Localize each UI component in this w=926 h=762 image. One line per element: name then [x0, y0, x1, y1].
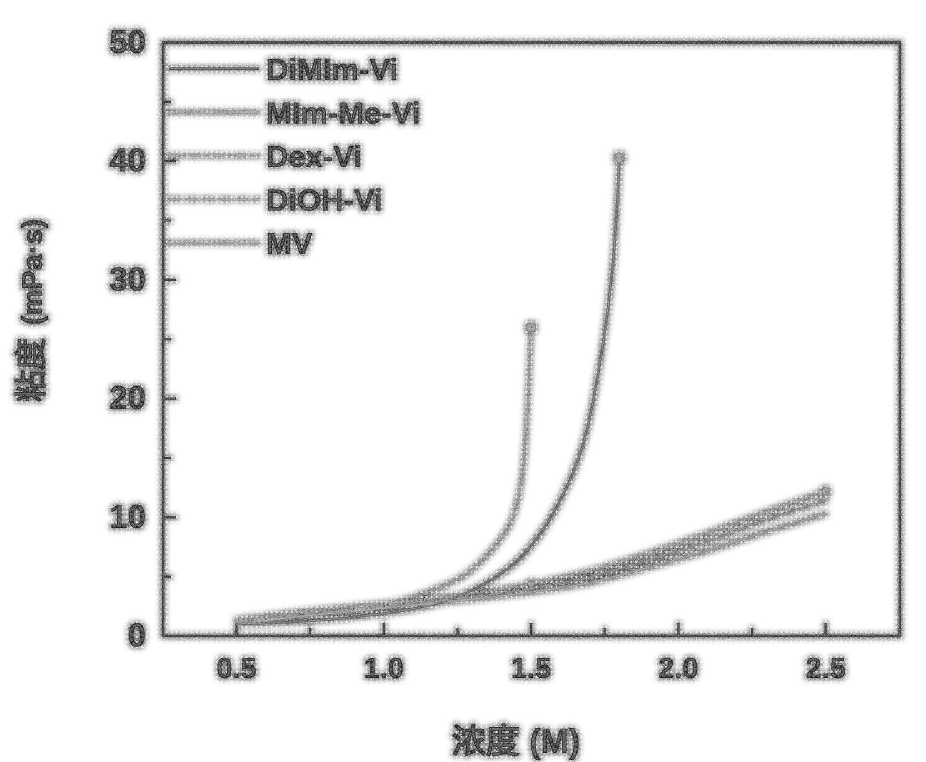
- svg-text:2.0: 2.0: [658, 653, 698, 685]
- svg-text:1.5: 1.5: [511, 653, 551, 685]
- svg-text:20: 20: [109, 379, 146, 416]
- svg-text:0: 0: [128, 617, 146, 654]
- svg-text:30: 30: [109, 260, 146, 297]
- svg-text:MV: MV: [266, 226, 313, 261]
- svg-text:MIm-Me-Vi: MIm-Me-Vi: [266, 96, 420, 131]
- svg-text:10: 10: [109, 498, 146, 535]
- svg-text:1.0: 1.0: [364, 653, 404, 685]
- svg-text:50: 50: [109, 23, 146, 60]
- svg-text:Dex-Vi: Dex-Vi: [266, 139, 362, 174]
- svg-text:2.5: 2.5: [806, 653, 846, 685]
- svg-text:浓度 (M): 浓度 (M): [452, 723, 580, 761]
- svg-text:0.5: 0.5: [216, 653, 256, 685]
- svg-text:DiOH-Vi: DiOH-Vi: [266, 183, 383, 218]
- svg-text:粘度: 粘度: [13, 338, 49, 402]
- svg-text:(mPa·s): (mPa·s): [17, 219, 49, 325]
- svg-text:DiMIm-Vi: DiMIm-Vi: [266, 52, 398, 87]
- svg-text:40: 40: [109, 142, 146, 179]
